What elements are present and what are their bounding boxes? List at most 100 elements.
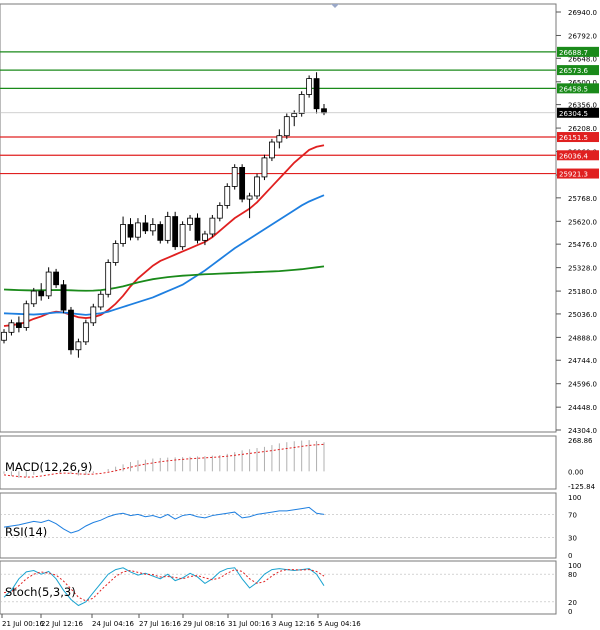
price-tick-label: 26208.0 xyxy=(568,125,597,133)
candle-body xyxy=(261,157,268,178)
macd-tick-label: 0.00 xyxy=(568,468,584,476)
level-label: 26688.7 xyxy=(559,49,588,57)
macd-panel-frame xyxy=(0,435,557,490)
price-tick-label: 25180.0 xyxy=(568,288,597,296)
candle-body xyxy=(321,108,327,114)
rsi-tick-label: 70 xyxy=(568,511,577,519)
candle-body xyxy=(149,224,156,232)
level-label: 26573.6 xyxy=(559,67,588,75)
candle-body xyxy=(23,303,30,328)
macd-signal-line xyxy=(3,443,325,478)
candle-body xyxy=(127,224,134,238)
current-price-tag xyxy=(557,107,599,118)
macd-tick-label: 268.86 xyxy=(568,437,593,445)
candle-body xyxy=(75,341,82,351)
candle-body xyxy=(298,94,305,114)
rsi-label: RSI(14) xyxy=(5,525,47,539)
current-price-label: 26304.5 xyxy=(559,110,588,118)
stoch-d-line xyxy=(3,569,325,602)
candle-body xyxy=(82,322,89,343)
candle-body xyxy=(15,322,22,328)
candle-body xyxy=(239,167,246,200)
candle-body xyxy=(283,116,290,137)
candle-body xyxy=(105,262,112,295)
stoch-tick-label: 80 xyxy=(568,571,577,579)
level-label: 26458.5 xyxy=(559,85,588,93)
candle-body xyxy=(291,113,298,118)
candle-body xyxy=(53,271,59,286)
level-tag xyxy=(557,150,599,161)
price-tick-label: 25620.0 xyxy=(568,218,597,226)
price-tick-label: 24888.0 xyxy=(568,334,597,342)
stoch-tick-label: 0 xyxy=(568,608,572,616)
price-panel-frame xyxy=(0,3,557,433)
candle-body xyxy=(90,306,97,324)
level-label: 26036.4 xyxy=(559,152,588,160)
level-tag xyxy=(557,168,599,179)
price-tick-label: 26356.0 xyxy=(568,102,597,110)
price-tick-label: 26648.0 xyxy=(568,55,597,63)
stoch-label: Stoch(5,3,3) xyxy=(5,585,76,599)
candle-body xyxy=(216,205,223,219)
price-tick-label: 25476.0 xyxy=(568,241,597,249)
time-tick-label: 31 Jul 00:16 xyxy=(228,620,271,628)
rsi-panel-frame xyxy=(0,492,557,559)
candle-body xyxy=(246,195,253,200)
time-tick-label: 24 Jul 04:16 xyxy=(92,620,135,628)
candle-body xyxy=(254,176,260,197)
rsi-indicator: 100 70 30 0 xyxy=(0,494,581,560)
rsi-line xyxy=(3,506,325,534)
level-tag xyxy=(557,65,599,76)
candle-body xyxy=(112,243,119,263)
candle-body xyxy=(68,309,74,351)
candle-body xyxy=(202,233,208,241)
price-tick-label: 24744.0 xyxy=(568,357,597,365)
chart-shift-marker-icon[interactable] xyxy=(331,4,339,8)
support-resistance-levels: 26688.7 26573.6 26458.5 26151.5 26036.4 25921… xyxy=(0,46,599,179)
candle-body xyxy=(30,290,37,305)
moving-average-line xyxy=(3,194,325,316)
time-tick-label: 21 Jul 00:16 xyxy=(2,620,45,628)
rsi-tick-label: 30 xyxy=(568,535,577,543)
current-price-marker: 26304.5 xyxy=(0,107,599,118)
macd-label: MACD(12,26,9) xyxy=(5,460,92,474)
candle-body xyxy=(38,290,45,297)
time-tick-label: 27 Jul 16:16 xyxy=(139,620,182,628)
price-tick-label: 24304.0 xyxy=(568,427,597,435)
macd-indicator: 268.86 0.00 -125.84 xyxy=(3,437,596,491)
candle-body xyxy=(8,322,15,333)
time-tick-label: 29 Jul 08:16 xyxy=(183,620,226,628)
price-tick-label: 26792.0 xyxy=(568,32,597,40)
candle-body xyxy=(157,224,164,241)
candle-body xyxy=(97,293,104,308)
price-tick-label: 26500.0 xyxy=(568,79,597,87)
candle-body xyxy=(60,284,67,311)
candle-body xyxy=(120,224,126,244)
candle-body xyxy=(187,217,193,225)
level-label: 25921.3 xyxy=(559,171,588,179)
candle-body xyxy=(313,78,320,110)
candle-body xyxy=(164,216,171,241)
price-tick-label: 24596.0 xyxy=(568,381,597,389)
price-tick-label: 26940.0 xyxy=(568,9,597,17)
price-tick-label: 25328.0 xyxy=(568,265,597,273)
moving-average-line xyxy=(3,265,325,292)
candle-body xyxy=(45,271,52,297)
candle-body xyxy=(179,224,186,248)
stoch-tick-label: 20 xyxy=(568,599,577,607)
rsi-tick-label: 100 xyxy=(568,494,581,502)
candle-body xyxy=(172,216,179,248)
moving-averages xyxy=(3,144,325,327)
price-tick-label: 25768.0 xyxy=(568,195,597,203)
candle-body xyxy=(224,186,231,206)
candle-body xyxy=(209,217,216,235)
rsi-tick-label: 0 xyxy=(568,552,572,560)
candle-body xyxy=(231,167,238,187)
time-tick-label: 22 Jul 12:16 xyxy=(41,620,84,628)
level-tag xyxy=(557,132,599,143)
candle-body xyxy=(276,135,283,143)
candle-body xyxy=(135,222,141,238)
candle-body xyxy=(269,141,275,159)
